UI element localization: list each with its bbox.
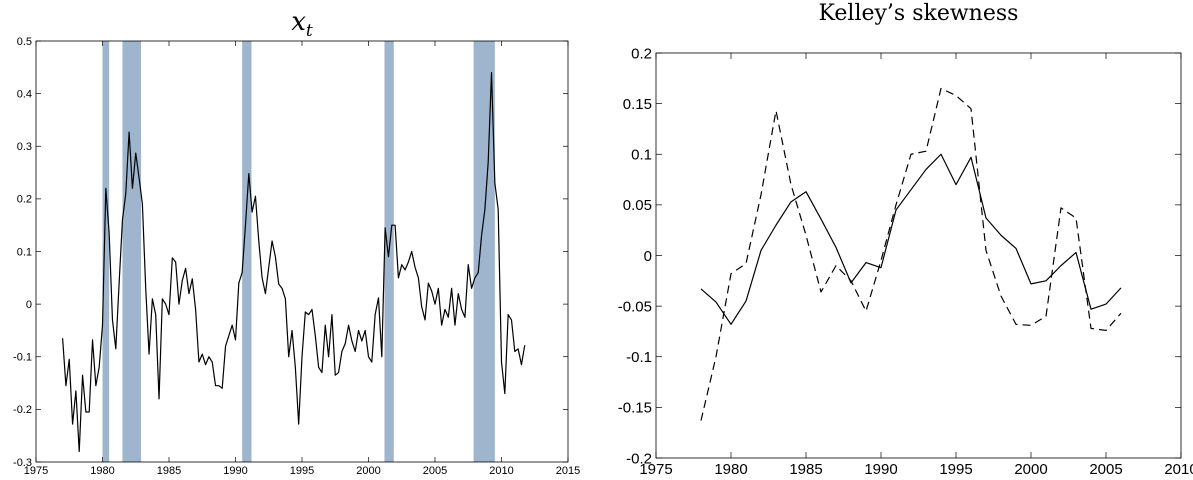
left-ytick-label-5: 0.2 [17,194,32,206]
left-xtick-label-6: 2005 [423,465,447,477]
right-series-solid-0 [700,153,1122,325]
left-xtick-label-7: 2010 [489,465,513,477]
right-xtick-label-3: 1990 [864,461,897,478]
left-title-subscript: t [306,21,313,41]
right-xtick-label-7: 2010 [1164,461,1193,478]
left-ytick-label-4: 0.1 [17,246,32,258]
left-ytick-label-3: 0 [26,299,32,311]
right-xtick-label-2: 1985 [789,461,822,478]
right-ytick-label-8: 0.2 [631,45,652,62]
right-ytick-label-4: 0 [644,248,652,265]
left-ytick-label-6: 0.3 [17,141,32,153]
right-ticks: 1975 1980 1985 1990 1995 2000 2005 2010 -0.2 -0.1… [618,45,1193,478]
left-chart: 1975 1980 1985 1990 1995 2000 2005 2010 2015 -0.3… [13,7,580,477]
right-ytick-label-0: -0.2 [626,450,652,467]
right-chart-title: Kelley’s skewness [819,1,1019,26]
recession-band-0 [102,41,110,462]
left-series-solid-0 [62,71,526,453]
left-xtick-label-3: 1990 [223,465,247,477]
left-xtick-label-8: 2015 [556,465,580,477]
right-xtick-label-5: 2000 [1014,461,1047,478]
recession-band-4 [473,41,495,462]
right-plot-frame [655,52,1182,459]
right-xtick-label-4: 1995 [939,461,972,478]
left-ytick-label-0: -0.3 [13,457,32,469]
recession-band-1 [122,41,142,462]
right-chart: 1975 1980 1985 1990 1995 2000 2005 2010 -0.2 -0.1… [618,1,1193,478]
right-ytick-label-7: 0.15 [623,96,652,113]
right-ytick-label-3: -0.05 [618,298,652,315]
left-title-main: x [291,7,306,37]
left-xtick-label-1: 1980 [90,465,114,477]
left-ytick-label-7: 0.4 [17,88,32,100]
left-xtick-label-5: 2000 [356,465,380,477]
right-ytick-label-2: -0.1 [626,349,652,366]
right-ytick-label-1: -0.15 [618,400,652,417]
left-ytick-label-8: 0.5 [17,36,32,48]
right-series-dashed-1 [700,87,1122,421]
left-chart-title: xt [291,7,313,41]
recession-band-2 [242,41,252,462]
recession-shading [102,41,495,462]
left-xtick-label-4: 1995 [290,465,314,477]
left-ytick-label-1: -0.2 [13,404,32,416]
left-ticks: 1975 1980 1985 1990 1995 2000 2005 2010 2015 -0.3… [13,36,580,477]
right-ytick-label-5: 0.05 [623,197,652,214]
right-ytick-label-6: 0.1 [631,147,652,164]
right-xtick-label-6: 2005 [1089,461,1122,478]
left-xtick-label-0: 1975 [24,465,48,477]
right-series [700,87,1122,421]
left-xtick-label-2: 1985 [157,465,181,477]
right-xtick-label-1: 1980 [714,461,747,478]
right-xtick-label-0: 1975 [639,461,672,478]
left-series [62,71,526,453]
left-ytick-label-2: -0.1 [13,352,32,364]
